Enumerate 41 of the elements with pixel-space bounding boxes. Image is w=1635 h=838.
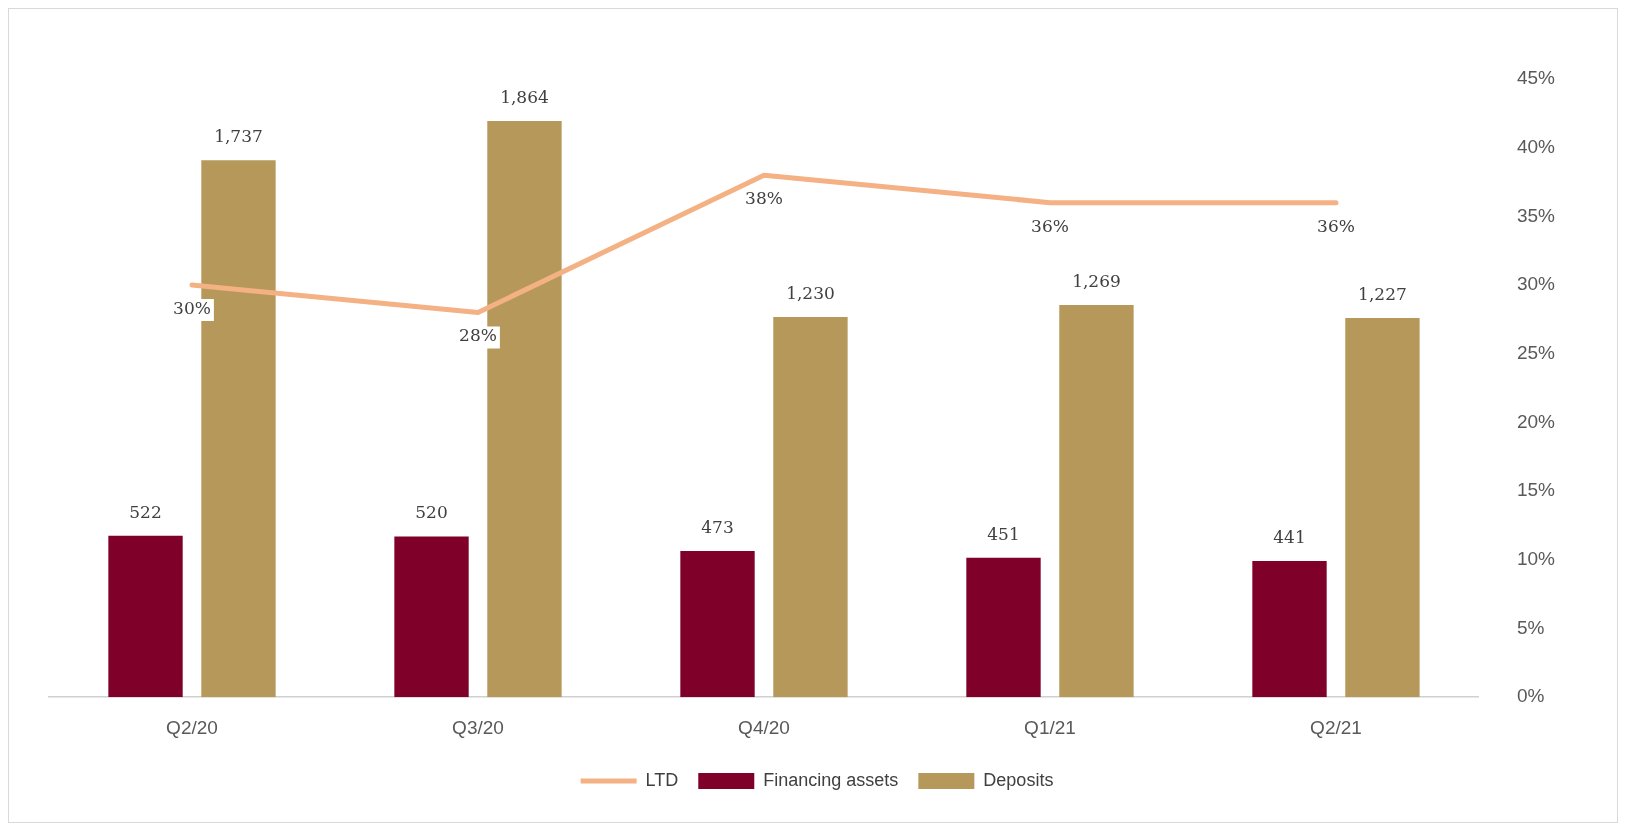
legend-label: LTD — [645, 769, 679, 790]
data-label: 1,230 — [786, 282, 835, 303]
data-label: 1,269 — [1072, 270, 1121, 291]
y2-tick-label: 20% — [1516, 410, 1556, 432]
y2-tick-label: 0% — [1516, 685, 1545, 707]
bar — [773, 317, 848, 698]
y2-tick-label: 40% — [1516, 135, 1556, 157]
data-label: 1,227 — [1358, 283, 1407, 304]
bar — [966, 557, 1041, 698]
data-label: 36% — [1317, 215, 1355, 236]
data-label: 30% — [173, 297, 211, 318]
y2-tick-label: 35% — [1516, 204, 1556, 226]
x-tick-label: Q2/21 — [1310, 716, 1362, 738]
bar — [680, 551, 755, 698]
data-label: 473 — [701, 516, 734, 537]
bar — [394, 536, 469, 698]
y2-tick-label: 30% — [1516, 273, 1556, 295]
data-label: 520 — [415, 502, 448, 523]
y2-tick-label: 45% — [1516, 67, 1556, 89]
bar — [1345, 317, 1420, 698]
x-tick-label: Q3/20 — [452, 716, 504, 738]
data-label: 1,864 — [500, 86, 549, 107]
x-tick-label: Q1/21 — [1024, 716, 1076, 738]
data-label: 522 — [129, 501, 162, 522]
y2-tick-label: 5% — [1516, 616, 1545, 638]
data-label: 36% — [1031, 215, 1069, 236]
y2-tick-label: 25% — [1516, 341, 1556, 363]
y2-tick-label: 15% — [1516, 479, 1556, 501]
data-label: 28% — [459, 325, 497, 346]
data-label: 1,737 — [214, 126, 263, 147]
legend-label: Financing assets — [763, 769, 899, 790]
y2-tick-label: 10% — [1516, 548, 1556, 570]
data-label: 441 — [1273, 526, 1306, 547]
data-label: 38% — [745, 188, 783, 209]
x-tick-label: Q2/20 — [166, 716, 218, 738]
bar — [108, 535, 183, 698]
bar — [1252, 560, 1327, 698]
bar — [1059, 304, 1134, 698]
legend-label: Deposits — [983, 769, 1054, 790]
data-label: 451 — [987, 523, 1020, 544]
x-tick-label: Q4/20 — [738, 716, 790, 738]
